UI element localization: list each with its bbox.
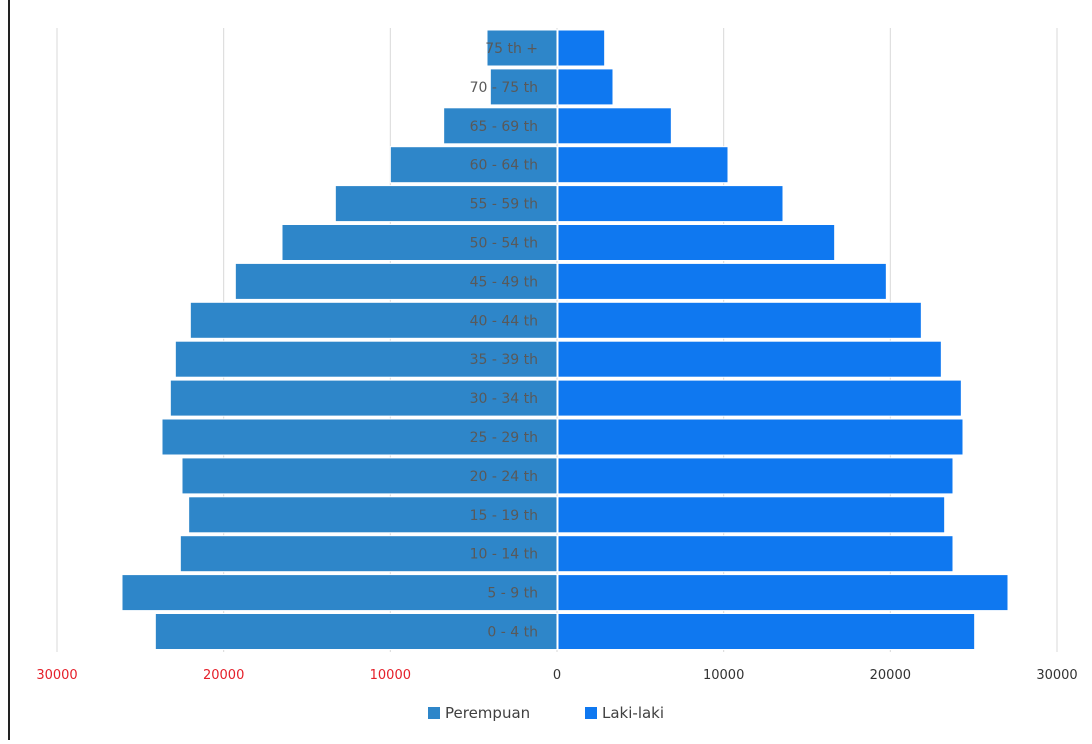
- x-tick-label: 10000: [703, 668, 744, 683]
- bar-laki-laki: [557, 107, 672, 145]
- bar-perempuan: [169, 379, 558, 417]
- bar-perempuan: [121, 574, 558, 612]
- bar-laki-laki: [557, 262, 887, 300]
- bars-layer: [121, 29, 1009, 650]
- bar-perempuan: [489, 68, 558, 106]
- bar-perempuan: [334, 185, 558, 223]
- bar-perempuan: [154, 613, 558, 650]
- x-tick-label: 30000: [1036, 668, 1077, 683]
- bar-laki-laki: [557, 535, 954, 573]
- bar-perempuan: [389, 146, 558, 184]
- bar-perempuan: [188, 496, 558, 534]
- category-label: 20 - 24 th: [470, 469, 538, 485]
- bar-perempuan: [161, 418, 558, 456]
- legend-label: Laki-laki: [602, 704, 664, 722]
- bar-laki-laki: [557, 146, 729, 184]
- category-label: 0 - 4 th: [487, 625, 538, 641]
- category-label: 15 - 19 th: [470, 508, 538, 524]
- category-label: 50 - 54 th: [470, 236, 538, 252]
- x-tick-label: 0: [553, 668, 561, 683]
- category-labels-layer: 0 - 4 th 5 - 9 th 10 - 14 th 15 - 19 th 20 -…: [470, 41, 538, 641]
- bar-laki-laki: [557, 301, 922, 339]
- legend-swatch: [585, 707, 597, 719]
- bar-laki-laki: [557, 224, 836, 261]
- x-tick-label: 30000: [36, 668, 77, 683]
- category-label: 75 th +: [485, 41, 538, 57]
- category-label: 5 - 9 th: [487, 586, 538, 602]
- bar-perempuan: [443, 107, 558, 145]
- bar-laki-laki: [557, 457, 954, 495]
- bar-perempuan: [234, 262, 558, 300]
- category-label: 65 - 69 th: [470, 119, 538, 135]
- legend-label: Perempuan: [445, 704, 530, 722]
- x-tick-label: 20000: [203, 668, 244, 683]
- bar-laki-laki: [557, 68, 614, 106]
- bar-laki-laki: [557, 340, 942, 378]
- category-label: 40 - 44 th: [470, 313, 538, 329]
- bar-laki-laki: [557, 574, 1009, 612]
- category-label: 70 - 75 th: [470, 80, 538, 96]
- category-label: 55 - 59 th: [470, 197, 538, 213]
- bar-perempuan: [486, 29, 558, 67]
- bar-laki-laki: [557, 185, 784, 223]
- bar-laki-laki: [557, 418, 964, 456]
- category-label: 25 - 29 th: [470, 430, 538, 446]
- category-label: 60 - 64 th: [470, 158, 538, 174]
- bar-perempuan: [281, 224, 558, 261]
- legend-swatch: [428, 707, 440, 719]
- bar-perempuan: [189, 301, 558, 339]
- x-tick-label: 20000: [870, 668, 911, 683]
- bar-perempuan: [174, 340, 558, 378]
- category-label: 45 - 49 th: [470, 274, 538, 290]
- bar-laki-laki: [557, 379, 962, 417]
- x-tick-label: 10000: [370, 668, 411, 683]
- bar-perempuan: [179, 535, 558, 573]
- bar-laki-laki: [557, 613, 976, 650]
- left-border-line: [8, 0, 10, 740]
- category-label: 10 - 14 th: [470, 547, 538, 563]
- bar-perempuan: [181, 457, 558, 495]
- category-label: 30 - 34 th: [470, 391, 538, 407]
- bar-laki-laki: [557, 29, 606, 67]
- category-label: 35 - 39 th: [470, 352, 538, 368]
- bar-laki-laki: [557, 496, 946, 534]
- x-tick-labels-layer: 30000 20000 10000 0 10000 20000 30000: [36, 668, 1077, 683]
- legend: Perempuan Laki-laki: [428, 704, 664, 722]
